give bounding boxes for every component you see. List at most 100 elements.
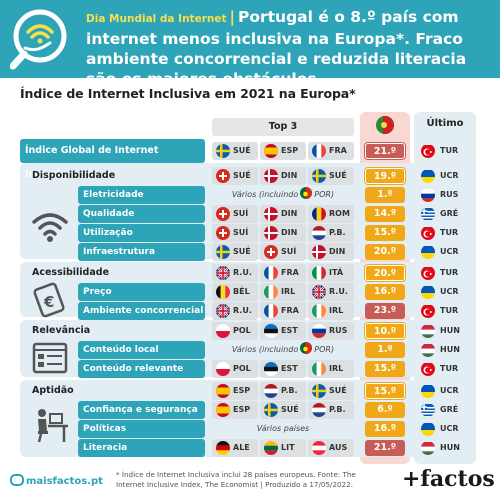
- note-text-end: POR): [314, 345, 335, 354]
- country-code: UCR: [440, 287, 459, 296]
- last-cell: TUR: [418, 360, 472, 378]
- flag-lt-icon: [264, 441, 278, 455]
- flag-tr-icon: [421, 362, 435, 376]
- row-label: Conteúdo local: [78, 341, 205, 359]
- top3-cell: AUS: [308, 439, 354, 457]
- flag-ee-icon: [264, 362, 278, 376]
- flag-hu-icon: [421, 343, 435, 357]
- money-icon: €: [33, 282, 65, 318]
- portugal-rank: 14.º: [365, 206, 405, 222]
- row-label: Literacia: [78, 439, 205, 457]
- row-label: Políticas: [78, 420, 205, 438]
- last-cell: UCR: [418, 243, 472, 261]
- country-code: RUS: [440, 190, 459, 199]
- flag-se-icon: [312, 169, 326, 183]
- country-code: IRL: [329, 306, 344, 315]
- flag-se-icon: [264, 403, 278, 417]
- flag-tr-icon: [421, 266, 435, 280]
- country-code: POL: [233, 364, 251, 373]
- portugal-rank: 21.º: [365, 143, 405, 159]
- flag-ru-icon: [312, 324, 326, 338]
- country-code: FRA: [281, 306, 299, 315]
- flag-ch-icon: [216, 169, 230, 183]
- country-code: R.U.: [233, 306, 252, 315]
- country-code: R.U.: [329, 287, 348, 296]
- top3-cell: ESP: [212, 401, 258, 419]
- last-cell: UCR: [418, 420, 472, 438]
- flag-tr-icon: [421, 144, 435, 158]
- top3-cell: LIT: [260, 439, 306, 457]
- flag-ch-icon: [216, 207, 230, 221]
- flag-hu-icon: [421, 441, 435, 455]
- top3-cell: ESP: [212, 382, 258, 400]
- country-code: SUÉ: [233, 247, 251, 256]
- last-cell: UCR: [418, 167, 472, 185]
- row-label: Preço: [78, 283, 205, 301]
- top3-header: Top 3: [212, 118, 354, 136]
- top3-cell: IRL: [308, 302, 354, 320]
- country-code: RUS: [329, 326, 348, 335]
- top3-cell: R.U.: [212, 302, 258, 320]
- flag-fr-icon: [312, 144, 326, 158]
- category-label: Acessibilidade: [32, 267, 110, 278]
- country-code: AUS: [329, 443, 348, 452]
- last-header: Último: [426, 118, 464, 129]
- country-code: P.B.: [329, 405, 346, 414]
- note-text: Vários países: [256, 424, 310, 433]
- flag-es-icon: [264, 144, 278, 158]
- top3-cell: IRL: [260, 283, 306, 301]
- wifi-hand-search-icon: [10, 9, 67, 70]
- top3-cell: SUÉ: [260, 401, 306, 419]
- top3-cell: DIN: [260, 205, 306, 223]
- flag-se-icon: [312, 384, 326, 398]
- row-label: Qualidade: [78, 205, 205, 223]
- flag-dk-icon: [264, 207, 278, 221]
- country-code: SUÉ: [233, 146, 251, 155]
- top3-cell: P.B.: [260, 382, 306, 400]
- top3-cell: SUÍ: [212, 205, 258, 223]
- last-cell: UCR: [418, 283, 472, 301]
- portugal-rank: 15.º: [365, 225, 405, 241]
- country-code: POL: [233, 326, 251, 335]
- top3-cell: P.B.: [308, 224, 354, 242]
- country-code: SUÉ: [329, 386, 347, 395]
- last-cell: TUR: [418, 264, 472, 282]
- flag-fr-icon: [264, 266, 278, 280]
- country-code: DIN: [329, 247, 346, 256]
- portugal-rank: 16.º: [365, 421, 405, 437]
- flag-ua-icon: [421, 245, 435, 259]
- footer-site[interactable]: maisfactos.pt: [10, 474, 103, 487]
- flag-es-icon: [216, 384, 230, 398]
- flag-pt-icon: [300, 187, 313, 199]
- document-list-icon: [32, 342, 68, 374]
- flag-ie-icon: [264, 285, 278, 299]
- note-text: Vários (incluindo: [231, 345, 299, 354]
- flag-dk-icon: [264, 226, 278, 240]
- flag-tr-icon: [421, 304, 435, 318]
- country-code: DIN: [281, 209, 298, 218]
- last-cell: HUN: [418, 439, 472, 457]
- brand-logo: +factos: [402, 466, 495, 492]
- country-code: DIN: [281, 228, 298, 237]
- top3-cell: EST: [260, 322, 306, 340]
- last-cell: RUS: [418, 186, 472, 204]
- flag-pl-icon: [216, 324, 230, 338]
- portugal-rank: 1.º: [365, 187, 405, 203]
- flag-ua-icon: [421, 384, 435, 398]
- top3-cell: IRL: [308, 360, 354, 378]
- country-code: BÉL: [233, 287, 250, 296]
- country-code: ESP: [281, 146, 299, 155]
- portugal-rank: 23.º: [365, 303, 405, 319]
- country-code: TUR: [440, 228, 459, 237]
- top3-cell: SUÍ: [260, 243, 306, 261]
- row-label: Utilização: [78, 224, 205, 242]
- flag-gb-icon: [216, 304, 230, 318]
- country-code: SUÍ: [233, 209, 249, 218]
- portugal-rank: 20.º: [365, 244, 405, 260]
- last-cell: GRÉ: [418, 401, 472, 419]
- country-code: IRL: [329, 364, 344, 373]
- top3-note: Vários países: [212, 420, 354, 438]
- top3-cell: BÉL: [212, 283, 258, 301]
- flag-nl-icon: [312, 403, 326, 417]
- svg-text:€: €: [43, 293, 54, 311]
